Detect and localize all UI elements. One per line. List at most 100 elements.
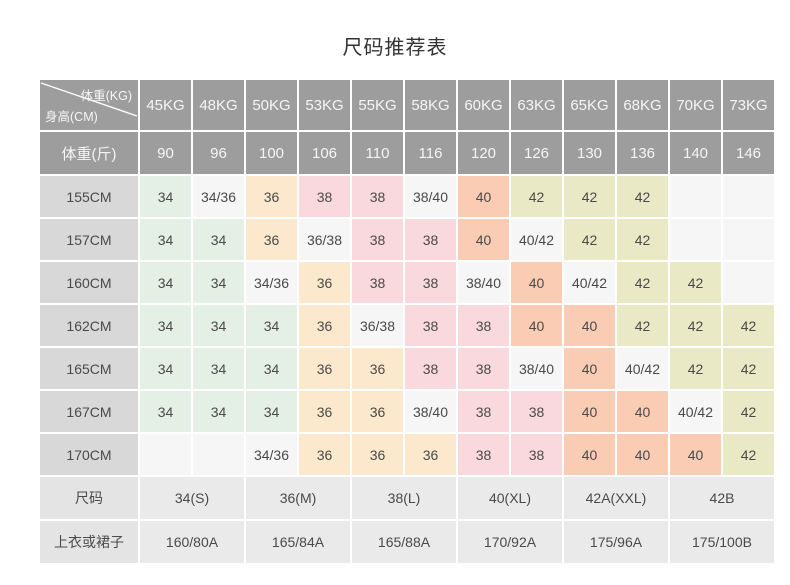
size-cell: 42 — [617, 262, 668, 303]
size-cell: 34 — [246, 305, 297, 346]
size-cell: 34/36 — [193, 176, 244, 217]
weight-jin-label: 体重(斤) — [40, 132, 138, 174]
diagonal-divider-line — [40, 82, 138, 117]
size-cell: 42 — [617, 305, 668, 346]
weight-kg-header: 55KG — [352, 80, 403, 130]
height-label: 160CM — [40, 262, 138, 303]
size-cell: 40 — [564, 305, 615, 346]
size-name-cell: 42A(XXL) — [564, 477, 668, 519]
garment-row-label: 上衣或裙子 — [40, 521, 138, 563]
size-table: 体重(KG) 身高(CM) 45KG 48KG 50KG 53KG 55KG 58KG 60KG… — [40, 80, 774, 563]
size-cell: 40 — [617, 434, 668, 475]
weight-kg-header: 58KG — [405, 80, 456, 130]
size-cell: 40 — [564, 348, 615, 389]
size-cell: 34 — [140, 176, 191, 217]
size-cell: 36 — [299, 262, 350, 303]
size-cell — [140, 434, 191, 475]
garment-spec-cell: 165/84A — [246, 521, 350, 563]
corner-weight-label: 体重(KG) — [80, 89, 132, 103]
height-label: 155CM — [40, 176, 138, 217]
size-cell: 38 — [405, 305, 456, 346]
size-name-cell: 40(XL) — [458, 477, 562, 519]
weight-kg-header: 60KG — [458, 80, 509, 130]
weight-jin-value: 106 — [299, 132, 350, 174]
size-cell: 42 — [670, 262, 721, 303]
size-cell — [193, 434, 244, 475]
weight-kg-header: 63KG — [511, 80, 562, 130]
size-cell: 36 — [405, 434, 456, 475]
size-cell: 40 — [458, 176, 509, 217]
corner-height-label: 身高(CM) — [45, 110, 98, 124]
size-cell: 42 — [723, 391, 774, 432]
size-cell: 38 — [352, 219, 403, 260]
size-cell: 40/42 — [564, 262, 615, 303]
size-cell: 42 — [564, 176, 615, 217]
weight-jin-value: 136 — [617, 132, 668, 174]
garment-spec-cell: 170/92A — [458, 521, 562, 563]
size-cell: 34/36 — [246, 434, 297, 475]
size-cell: 42 — [670, 348, 721, 389]
size-cell: 38 — [458, 434, 509, 475]
size-cell: 36 — [299, 391, 350, 432]
weight-kg-header: 65KG — [564, 80, 615, 130]
size-cell: 40 — [511, 262, 562, 303]
size-cell: 42 — [617, 176, 668, 217]
size-cell: 38 — [352, 262, 403, 303]
weight-kg-header: 73KG — [723, 80, 774, 130]
weight-kg-header: 68KG — [617, 80, 668, 130]
weight-kg-header: 48KG — [193, 80, 244, 130]
weight-kg-header: 70KG — [670, 80, 721, 130]
height-label: 167CM — [40, 391, 138, 432]
size-cell: 38/40 — [458, 262, 509, 303]
garment-spec-cell: 160/80A — [140, 521, 244, 563]
size-cell: 42 — [723, 305, 774, 346]
weight-jin-value: 120 — [458, 132, 509, 174]
weight-jin-value: 126 — [511, 132, 562, 174]
weight-kg-header: 53KG — [299, 80, 350, 130]
weight-jin-value: 116 — [405, 132, 456, 174]
size-cell: 42 — [564, 219, 615, 260]
size-cell: 36 — [352, 391, 403, 432]
size-cell: 38/40 — [511, 348, 562, 389]
size-cell — [723, 176, 774, 217]
size-cell: 36 — [299, 434, 350, 475]
weight-jin-value: 100 — [246, 132, 297, 174]
size-name-cell: 38(L) — [352, 477, 456, 519]
size-cell: 40 — [511, 305, 562, 346]
size-cell: 34 — [140, 391, 191, 432]
size-row-label: 尺码 — [40, 477, 138, 519]
corner-header-cell: 体重(KG) 身高(CM) — [40, 80, 138, 130]
size-cell: 42 — [617, 219, 668, 260]
weight-kg-header: 50KG — [246, 80, 297, 130]
size-cell: 40/42 — [670, 391, 721, 432]
size-cell: 42 — [670, 305, 721, 346]
height-label: 162CM — [40, 305, 138, 346]
size-cell: 40/42 — [617, 348, 668, 389]
size-cell — [670, 219, 721, 260]
size-cell: 36/38 — [299, 219, 350, 260]
weight-jin-value: 140 — [670, 132, 721, 174]
size-cell: 42 — [723, 348, 774, 389]
size-cell: 34 — [193, 348, 244, 389]
size-cell: 38 — [511, 391, 562, 432]
weight-jin-value: 110 — [352, 132, 403, 174]
garment-spec-cell: 165/88A — [352, 521, 456, 563]
size-cell: 36 — [352, 434, 403, 475]
size-cell: 40 — [617, 391, 668, 432]
size-cell: 34 — [140, 262, 191, 303]
size-cell: 38 — [511, 434, 562, 475]
size-cell: 40 — [564, 391, 615, 432]
size-cell: 38 — [299, 176, 350, 217]
height-label: 170CM — [40, 434, 138, 475]
height-label: 165CM — [40, 348, 138, 389]
size-cell: 36 — [352, 348, 403, 389]
size-name-cell: 42B — [670, 477, 774, 519]
weight-jin-value: 146 — [723, 132, 774, 174]
size-cell: 38 — [458, 391, 509, 432]
weight-jin-value: 130 — [564, 132, 615, 174]
size-cell: 36 — [299, 348, 350, 389]
size-cell: 34 — [193, 262, 244, 303]
size-cell: 42 — [511, 176, 562, 217]
size-cell: 38/40 — [405, 391, 456, 432]
size-cell: 34 — [193, 219, 244, 260]
